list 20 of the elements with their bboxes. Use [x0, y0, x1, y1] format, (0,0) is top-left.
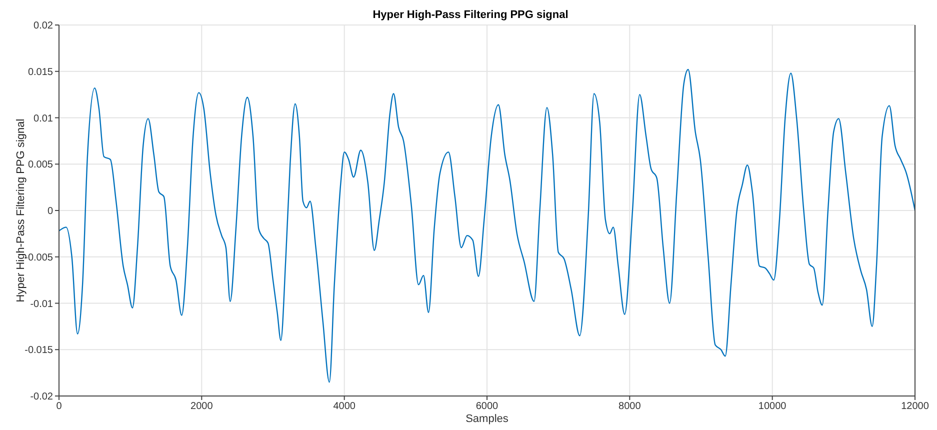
- y-axis-title: Hyper High-Pass Filtering PPG signal: [14, 118, 27, 302]
- line-series: [59, 68, 915, 383]
- y-tick-label: -0.02: [30, 392, 54, 403]
- y-tick-label: -0.005: [24, 252, 54, 264]
- y-tick-label: 0.015: [28, 66, 54, 78]
- chart-title: Hyper High-Pass Filtering PPG signal: [372, 8, 570, 21]
- x-tick-label: 10000: [758, 401, 787, 412]
- y-tick-label: 0: [47, 206, 54, 218]
- x-tick-label: 6000: [476, 401, 499, 412]
- y-tick-label: -0.015: [24, 345, 54, 356]
- y-tick-label: 0.02: [34, 20, 54, 32]
- x-tick-label: 0: [56, 401, 62, 412]
- x-tick-label: 2000: [190, 401, 214, 412]
- x-tick-label: 8000: [618, 401, 642, 412]
- y-tick-label: 0.01: [34, 113, 54, 124]
- y-tick-label: -0.01: [30, 298, 54, 310]
- x-tick-label: 12000: [901, 401, 930, 412]
- x-tick-label: 4000: [333, 401, 356, 412]
- y-tick-label: 0.005: [28, 160, 54, 171]
- x-axis-title: Samples: [466, 413, 509, 425]
